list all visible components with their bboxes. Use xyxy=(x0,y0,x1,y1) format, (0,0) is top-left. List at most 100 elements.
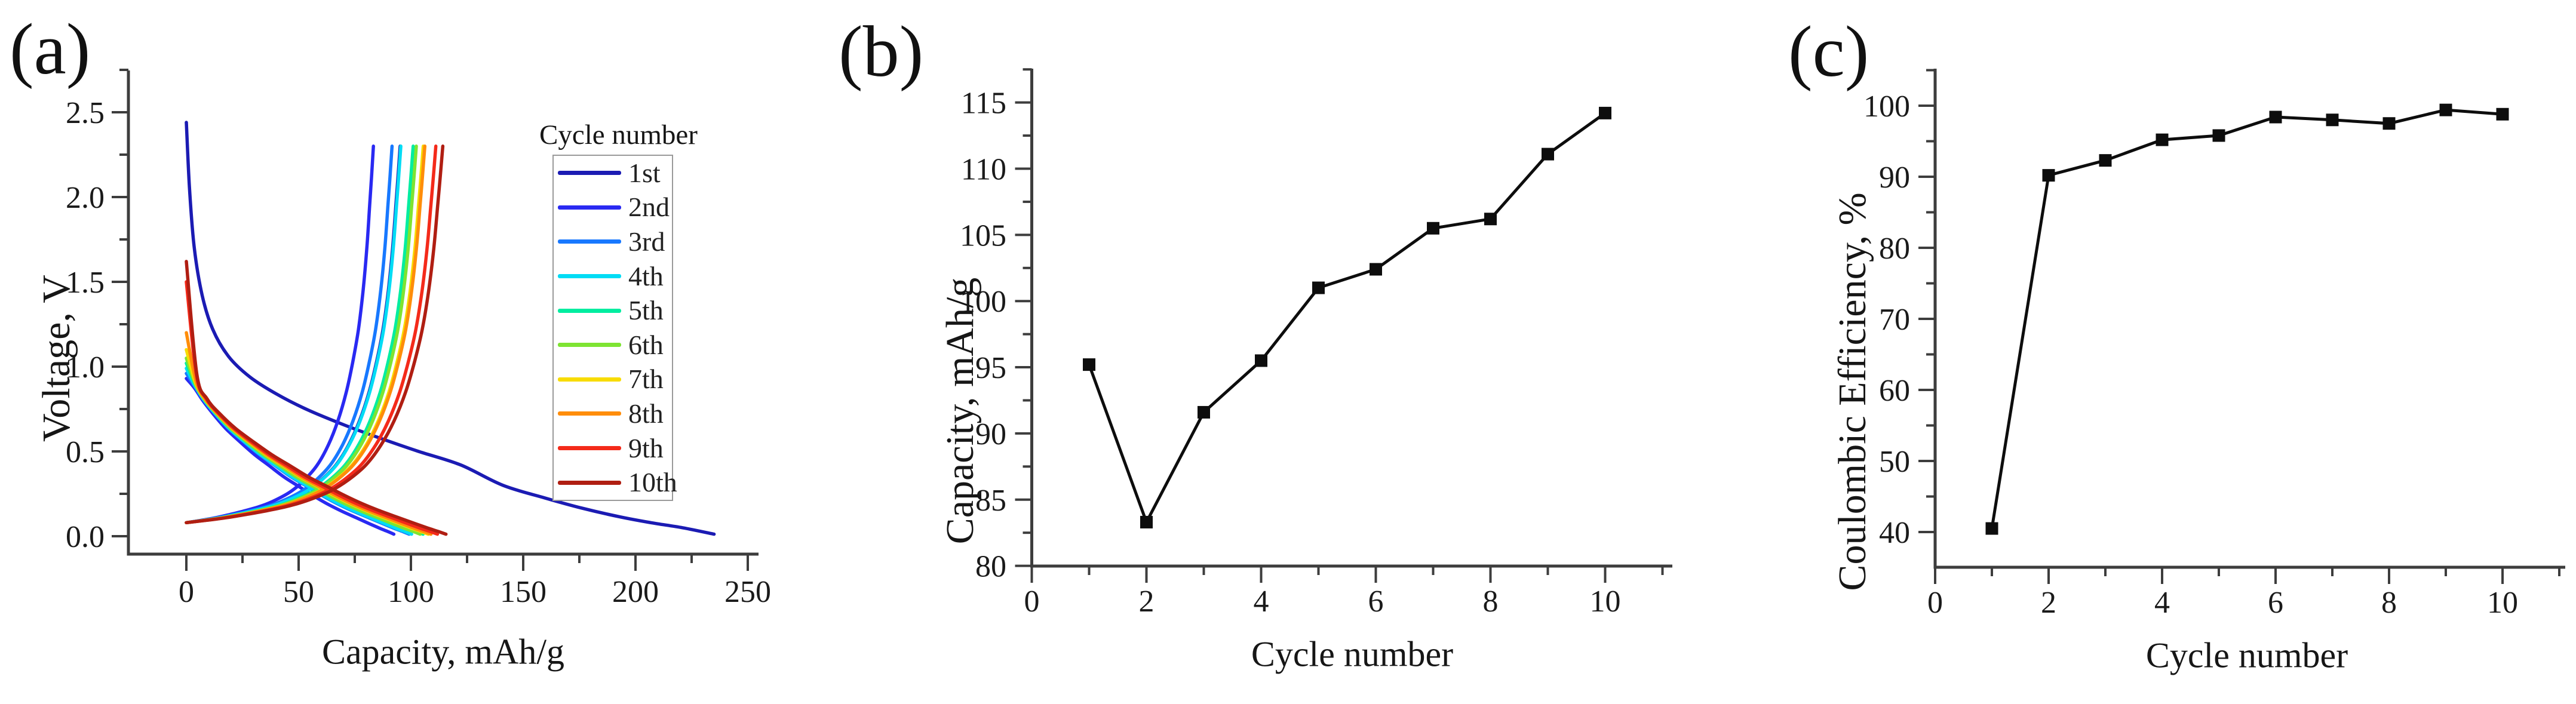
panel-c-y-axis-title: Coulombic Efficiency, % xyxy=(1831,192,1874,591)
x-tick-label: 200 xyxy=(612,575,659,609)
x-tick-label: 250 xyxy=(724,575,771,609)
y-tick-label: 2.5 xyxy=(66,96,105,130)
legend-swatch-line xyxy=(558,480,621,485)
legend-swatch-line xyxy=(558,343,621,348)
legend-swatch-line xyxy=(558,274,621,279)
y-tick-label: 40 xyxy=(1879,516,1910,550)
series-line xyxy=(1088,112,1606,526)
data-point-marker xyxy=(2269,110,2282,124)
legend-swatch-line xyxy=(558,171,621,176)
x-tick-label: 100 xyxy=(388,575,434,609)
x-tick-label: 4 xyxy=(2154,586,2170,620)
data-point-marker xyxy=(2326,113,2339,127)
legend-label: 7th xyxy=(628,364,664,395)
legend-swatch-line xyxy=(558,446,621,451)
x-tick-label: 50 xyxy=(283,575,314,609)
x-tick-label: 6 xyxy=(2268,586,2283,620)
legend-label: 2nd xyxy=(628,192,670,223)
panel-a-y-axis-title: Voltage, V xyxy=(35,275,78,442)
y-tick-label: 85 xyxy=(975,484,1006,518)
y-tick-label: 70 xyxy=(1879,303,1910,337)
legend-item: 3rd xyxy=(554,225,672,259)
panel-a-chart: 0 50 100 150 200 250 0.0 0.5 1.0 1.5 2.0 2.5 xyxy=(66,69,771,609)
y-tick-label: 100 xyxy=(960,285,1006,319)
legend-item: 10th xyxy=(554,465,677,500)
legend-item: 9th xyxy=(554,431,672,466)
x-tick-label: 10 xyxy=(1590,585,1621,619)
x-tick-label: 150 xyxy=(500,575,546,609)
data-point-marker xyxy=(2439,103,2452,116)
legend-item: 8th xyxy=(554,396,672,431)
panel-c-label: (c) xyxy=(1788,11,1869,92)
panel-b-x-axis-title: Cycle number xyxy=(1251,634,1454,674)
data-point-marker xyxy=(1599,106,1611,119)
x-tick-label: 8 xyxy=(2381,586,2397,620)
legend-swatch-line xyxy=(558,411,621,416)
discharge-curve-5th xyxy=(185,361,425,536)
y-tick-label: 100 xyxy=(1863,90,1910,124)
x-tick-label: 0 xyxy=(179,575,194,609)
data-point-marker xyxy=(1542,147,1554,161)
legend-swatch-line xyxy=(558,239,621,244)
legend-item: 2nd xyxy=(554,190,672,225)
data-point-marker xyxy=(1985,522,1998,535)
x-tick-label: 6 xyxy=(1368,585,1384,619)
charge-curve-5th xyxy=(185,145,415,525)
y-tick-label: 90 xyxy=(975,417,1006,451)
data-point-marker xyxy=(1427,222,1439,235)
legend-label: 9th xyxy=(628,432,664,463)
data-point-marker xyxy=(1140,515,1153,528)
legend-item: 4th xyxy=(554,259,672,294)
data-point-marker xyxy=(1198,405,1210,419)
panel-c-x-axis-title: Cycle number xyxy=(2145,635,2348,675)
legend: 1st 2nd 3rd 4th 5th 6th 7th 8th 9th 10th xyxy=(552,155,677,501)
data-point-marker xyxy=(2382,117,2396,130)
discharge-curve-8th xyxy=(185,331,433,536)
series-line xyxy=(1990,108,2503,529)
legend-swatch-line xyxy=(558,308,621,313)
y-tick-label: 2.0 xyxy=(66,181,105,215)
x-tick-label: 2 xyxy=(1139,585,1155,619)
legend-item: 5th xyxy=(554,293,672,328)
y-tick-label: 0.5 xyxy=(66,435,105,469)
data-point-marker xyxy=(2496,107,2509,121)
data-point-marker xyxy=(1370,263,1382,276)
legend-item: 7th xyxy=(554,362,672,397)
legend-item: 1st xyxy=(554,156,672,190)
y-tick-label: 90 xyxy=(1879,161,1910,195)
legend-swatch-line xyxy=(558,377,621,382)
y-tick-label: 115 xyxy=(961,87,1006,121)
discharge-curve-1st xyxy=(185,121,716,536)
y-tick-label: 60 xyxy=(1879,374,1910,408)
data-point-marker xyxy=(2212,129,2225,142)
legend-label: 1st xyxy=(628,157,661,188)
x-tick-label: 8 xyxy=(1483,585,1499,619)
panel-b-y-axis-title: Capacity, mAh/g xyxy=(938,277,982,545)
legend-label: 8th xyxy=(628,398,664,429)
panel-c-chart: 0 2 4 6 8 10 40 50 60 70 80 90 100 xyxy=(1863,69,2565,620)
legend-swatch-line xyxy=(558,205,621,210)
legend-label: 10th xyxy=(628,467,677,498)
x-tick-label: 10 xyxy=(2487,586,2518,620)
x-tick-label: 4 xyxy=(1254,585,1269,619)
y-tick-label: 1.0 xyxy=(66,351,105,385)
legend-title: Cycle number xyxy=(539,119,698,150)
data-point-marker xyxy=(2156,133,2169,146)
y-tick-label: 80 xyxy=(975,550,1006,584)
legend-label: 4th xyxy=(628,260,664,291)
charge-curve-10th xyxy=(185,145,445,525)
legend-label: 3rd xyxy=(628,226,665,257)
data-point-marker xyxy=(1312,281,1325,294)
y-tick-label: 95 xyxy=(975,351,1006,385)
panel-a-label: (a) xyxy=(10,9,91,90)
y-tick-label: 110 xyxy=(961,153,1006,187)
discharge-curve-10th xyxy=(185,260,448,536)
data-point-marker xyxy=(2099,154,2112,167)
x-tick-label: 0 xyxy=(1024,585,1040,619)
y-tick-label: 1.5 xyxy=(66,266,105,300)
data-point-marker xyxy=(1083,358,1095,371)
y-tick-label: 105 xyxy=(960,219,1006,253)
x-tick-label: 0 xyxy=(1927,586,1943,620)
y-tick-label: 50 xyxy=(1879,445,1910,479)
